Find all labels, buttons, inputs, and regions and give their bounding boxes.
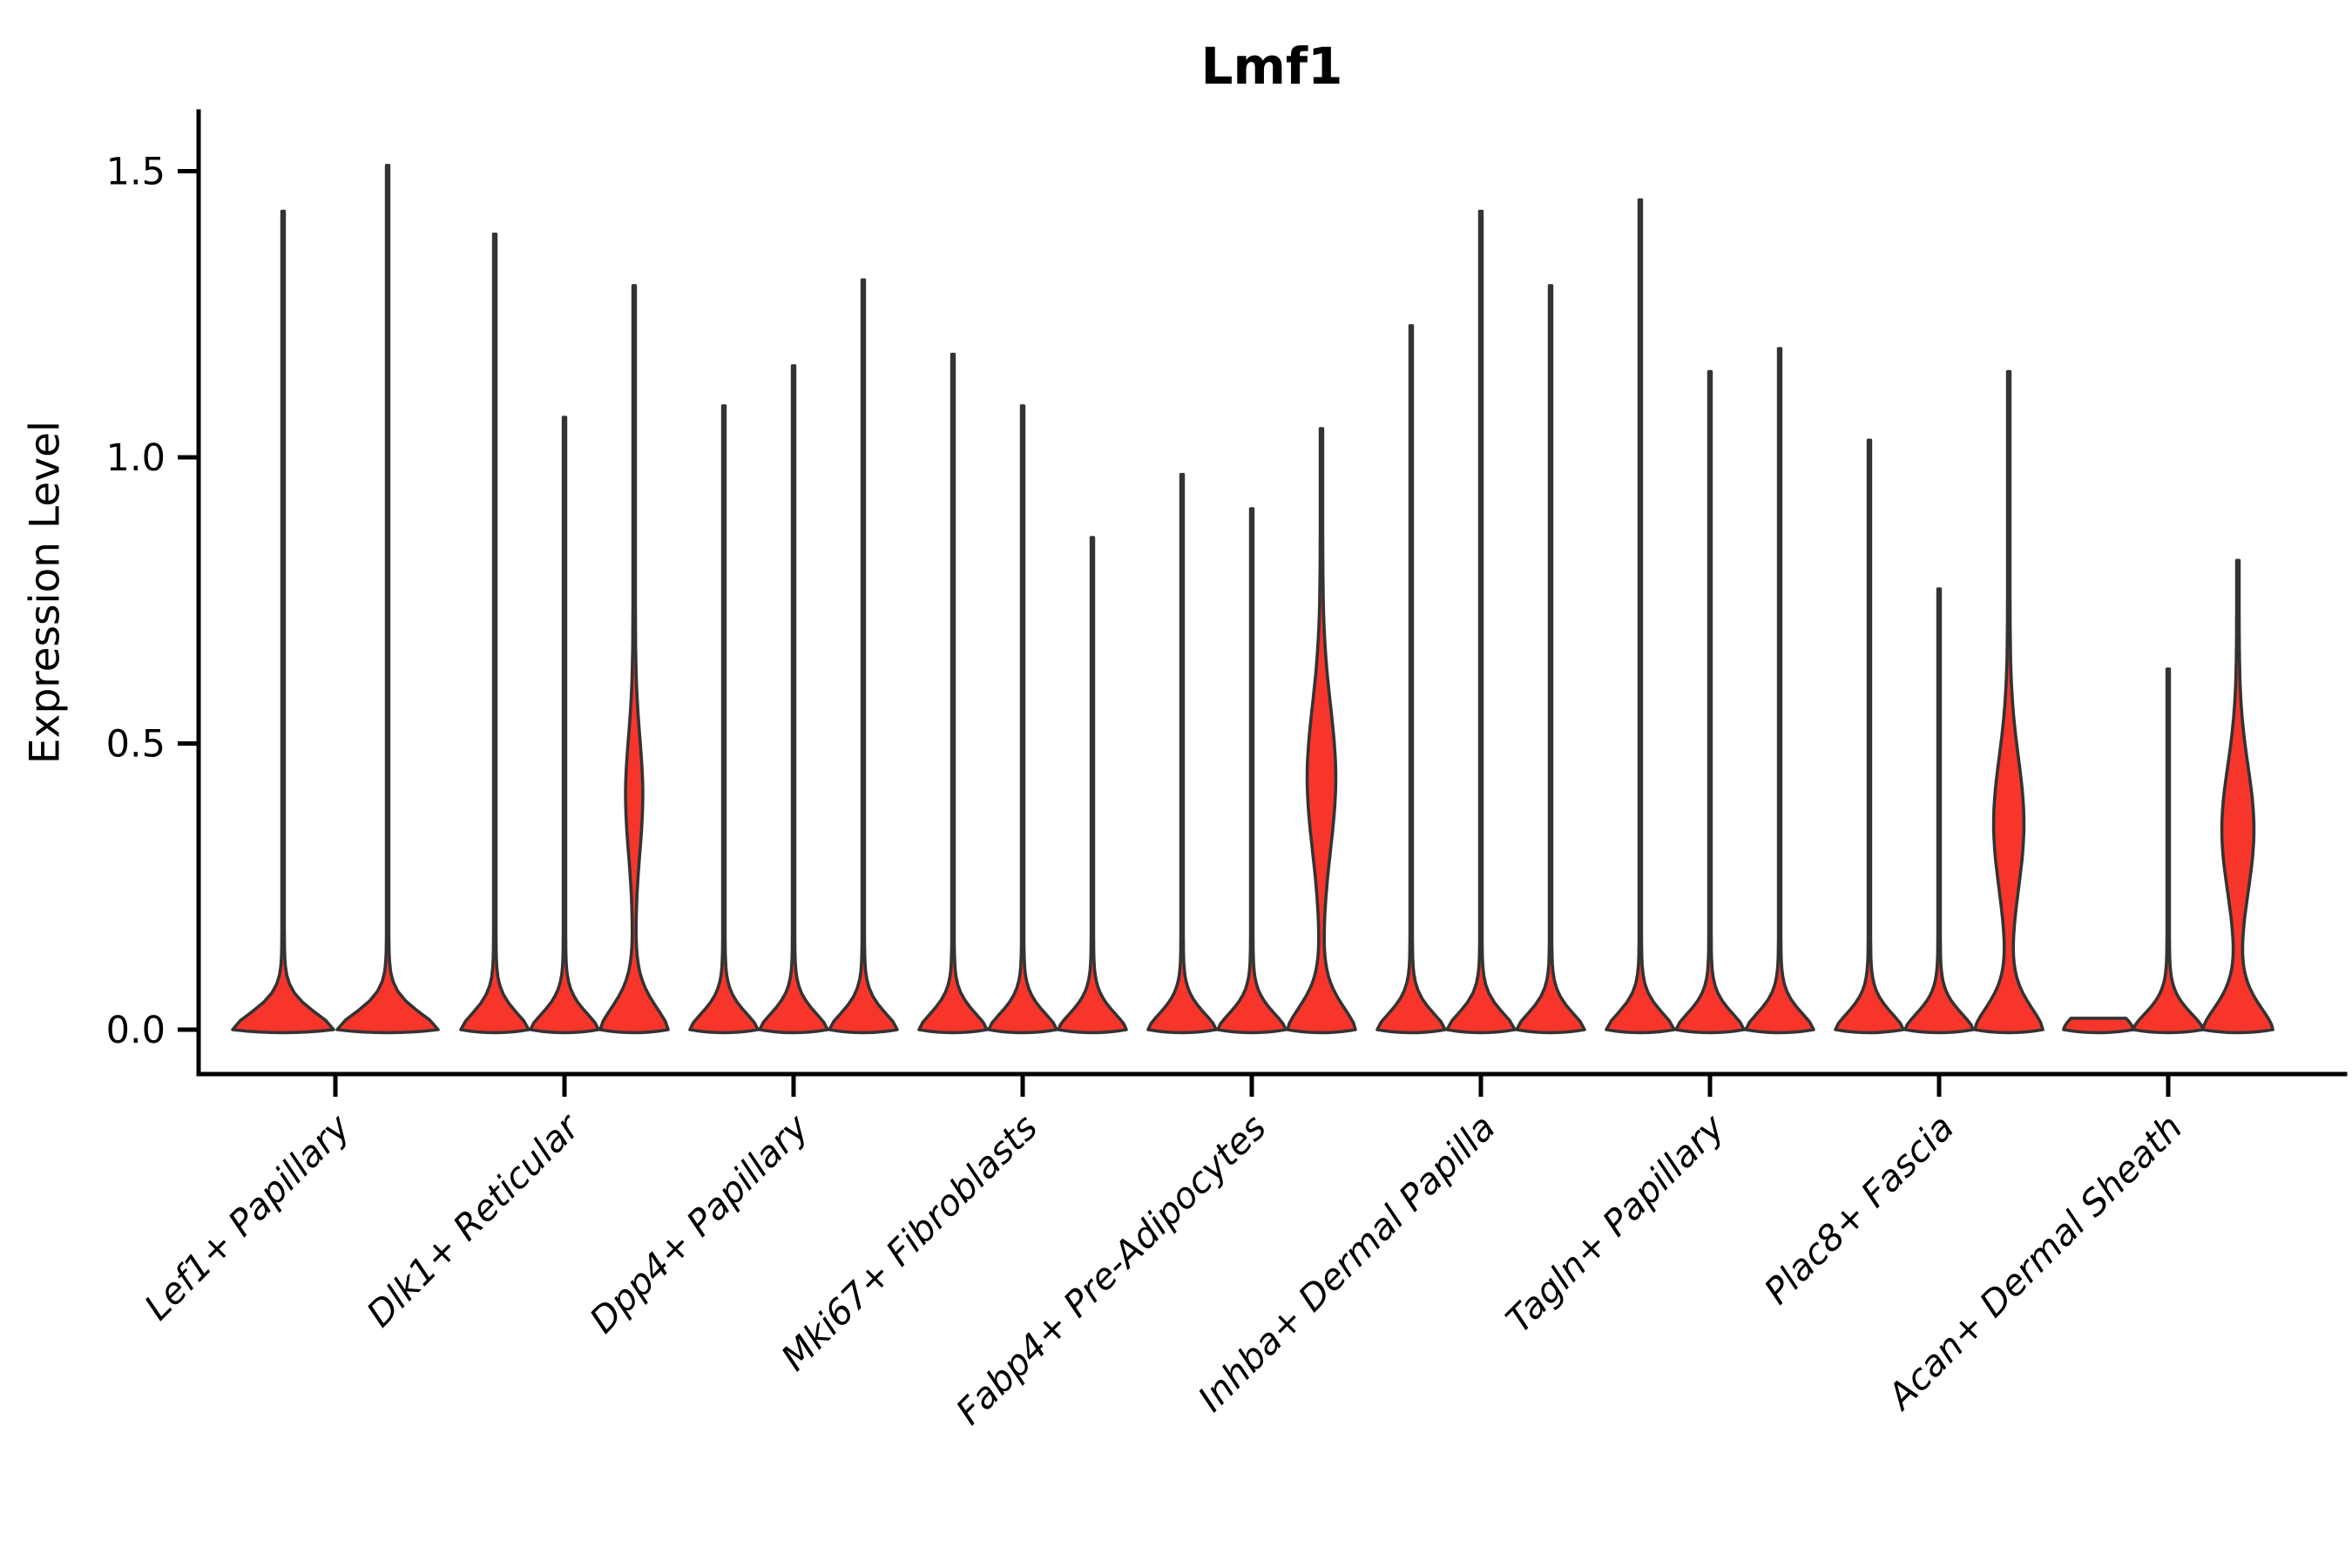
violin-3-1 bbox=[987, 404, 1058, 1035]
violin-4-1 bbox=[1216, 507, 1288, 1035]
y-tick-label: 0.0 bbox=[106, 1009, 166, 1052]
y-tick-label: 1.0 bbox=[106, 436, 166, 480]
violin-6-1 bbox=[1674, 369, 1746, 1035]
violin-1-1 bbox=[529, 416, 600, 1035]
violin-5-2 bbox=[1515, 284, 1586, 1035]
violin-8-1 bbox=[2132, 667, 2205, 1035]
violin-4-2 bbox=[1286, 427, 1357, 1035]
violin-2-1 bbox=[758, 364, 829, 1035]
violin-1-2 bbox=[598, 284, 670, 1035]
chart-title: Lmf1 bbox=[1200, 37, 1343, 96]
violin-7-0 bbox=[1834, 438, 1905, 1035]
axes-spines bbox=[196, 109, 2348, 1077]
violin-4-0 bbox=[1146, 472, 1218, 1035]
violin-2-2 bbox=[828, 278, 899, 1035]
violin-0-0 bbox=[231, 209, 335, 1035]
violin-8-0 bbox=[2062, 1017, 2135, 1035]
violin-3-0 bbox=[917, 352, 989, 1035]
violin-5-0 bbox=[1375, 324, 1447, 1035]
violin-3-2 bbox=[1057, 536, 1128, 1035]
y-tick-label: 1.5 bbox=[106, 151, 166, 194]
y-tick-label: 0.5 bbox=[106, 723, 166, 767]
violin-5-1 bbox=[1445, 209, 1517, 1035]
violin-6-0 bbox=[1605, 198, 1676, 1035]
violin-7-2 bbox=[1973, 369, 2044, 1035]
violin-2-0 bbox=[688, 404, 760, 1035]
violin-7-1 bbox=[1903, 587, 1975, 1035]
violin-1-0 bbox=[459, 233, 531, 1035]
violin-6-2 bbox=[1744, 347, 1815, 1035]
violin-0-1 bbox=[335, 164, 440, 1035]
violin-8-2 bbox=[2201, 558, 2274, 1035]
